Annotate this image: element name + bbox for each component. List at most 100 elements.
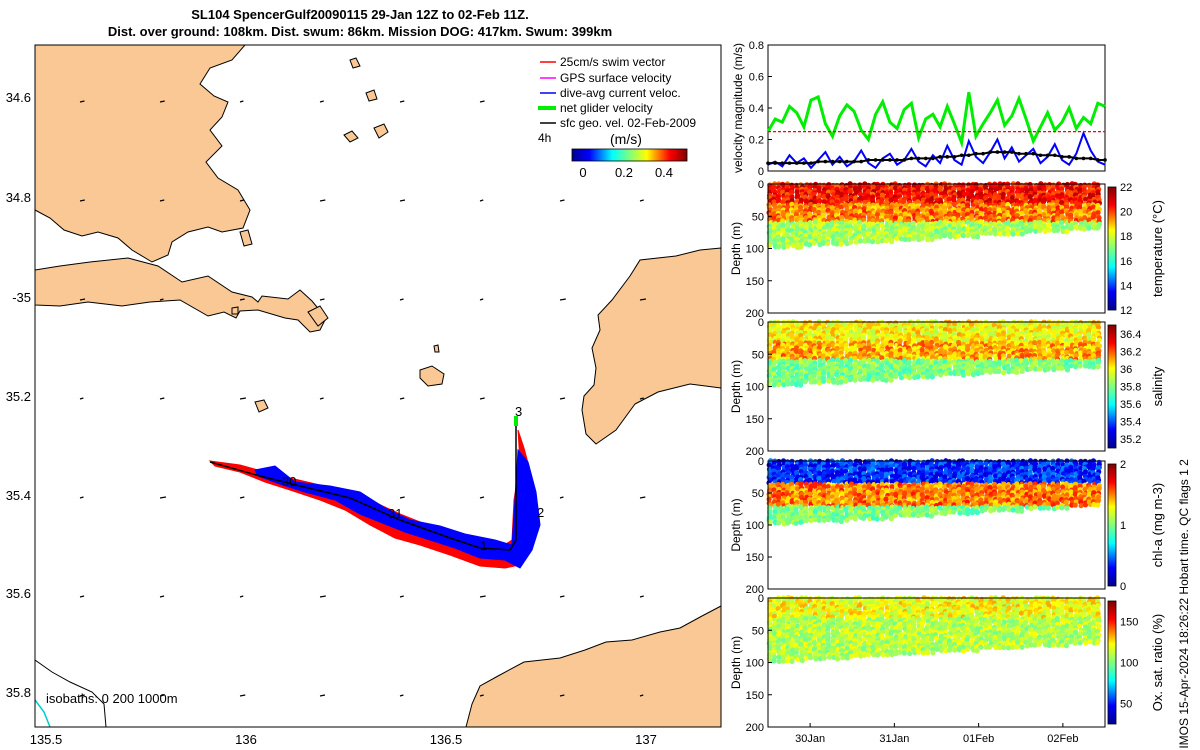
section-data-point bbox=[983, 230, 989, 236]
velocity-point bbox=[931, 156, 935, 161]
section-data-point bbox=[987, 207, 993, 213]
section-data-point bbox=[898, 236, 905, 242]
current-vector bbox=[79, 199, 85, 202]
velocity-point bbox=[945, 155, 950, 159]
section-data-point bbox=[857, 219, 863, 226]
kangaroo-island bbox=[581, 247, 721, 445]
current-vector bbox=[479, 100, 485, 103]
track-line bbox=[209, 420, 517, 551]
section-data-point bbox=[821, 199, 827, 205]
section-data-point bbox=[874, 516, 880, 522]
current-vector bbox=[399, 496, 405, 499]
section-data-point bbox=[1054, 227, 1061, 233]
legend-gps-label: GPS surface velocity bbox=[560, 71, 671, 85]
section-data-point bbox=[826, 378, 832, 384]
section-data-point bbox=[1072, 502, 1078, 508]
map-ytick-3: 35.2 bbox=[6, 389, 31, 404]
section-data-point bbox=[993, 186, 999, 192]
section-data-point bbox=[951, 509, 957, 515]
section-data-point bbox=[848, 239, 854, 245]
section-data-point bbox=[1077, 204, 1083, 211]
colorbar-tick-2: 0.4 bbox=[655, 165, 673, 180]
section-data-point bbox=[825, 334, 831, 340]
section-data-point bbox=[951, 186, 957, 192]
colorbar-tick-label: 36.2 bbox=[1120, 346, 1141, 358]
section-data-point bbox=[1032, 504, 1038, 510]
section-data-point bbox=[906, 183, 912, 189]
section-data-point bbox=[852, 377, 858, 383]
section-data-point bbox=[1019, 222, 1025, 228]
colorbar-tick-label: 18 bbox=[1120, 231, 1132, 243]
glider-track bbox=[208, 416, 541, 569]
section-data-point bbox=[803, 517, 809, 524]
yorke-peninsula bbox=[35, 45, 251, 263]
colorbar-tick-label: 35.8 bbox=[1120, 382, 1141, 394]
section-data-point bbox=[812, 488, 818, 495]
velocity-ytick-label: 0 bbox=[758, 166, 764, 178]
section-data-point bbox=[821, 378, 827, 384]
section-data-point bbox=[856, 202, 862, 208]
section-data-point bbox=[894, 207, 900, 213]
velocity-point bbox=[780, 161, 785, 165]
current-vector bbox=[239, 100, 244, 103]
section-data-point bbox=[780, 199, 786, 205]
section-data-point bbox=[834, 241, 840, 247]
section-data-point bbox=[982, 506, 988, 513]
section-data-point bbox=[1064, 505, 1070, 511]
section-data-point bbox=[816, 345, 822, 351]
section-data-point bbox=[1040, 199, 1047, 205]
section-data-point bbox=[933, 371, 939, 377]
legend-net-label: net glider velocity bbox=[560, 101, 653, 115]
section-data-point bbox=[1094, 225, 1101, 231]
velocity-point bbox=[981, 151, 985, 156]
section-data-point bbox=[807, 352, 813, 359]
section-data-point bbox=[925, 194, 931, 200]
section-data-point bbox=[811, 240, 817, 246]
section-data-point bbox=[1000, 217, 1006, 223]
section-data-point bbox=[802, 465, 808, 471]
velocity-point bbox=[974, 151, 978, 156]
section-data-point bbox=[825, 241, 831, 247]
velocity-point bbox=[1017, 151, 1021, 156]
velocity-point bbox=[988, 150, 993, 154]
current-vector bbox=[639, 199, 644, 202]
current-vector bbox=[79, 496, 84, 499]
current-vector bbox=[159, 298, 164, 301]
section-data-point bbox=[838, 204, 844, 210]
current-vector bbox=[239, 298, 245, 301]
section-data-point bbox=[1090, 364, 1097, 370]
section-data-point bbox=[789, 201, 795, 207]
colorbar-tick-0: 0 bbox=[579, 165, 586, 180]
current-vector bbox=[319, 397, 324, 400]
section-data-point bbox=[798, 244, 804, 250]
section-data-point bbox=[1019, 368, 1025, 374]
section-data-point bbox=[960, 233, 966, 239]
section-data-point bbox=[812, 483, 818, 489]
section-data-point bbox=[789, 194, 795, 200]
section-data-point bbox=[902, 512, 908, 518]
section-ytick-label: 200 bbox=[746, 308, 764, 320]
section-data-point bbox=[793, 520, 799, 526]
section-data-point bbox=[794, 227, 800, 233]
section-data-point bbox=[870, 217, 876, 223]
current-vector bbox=[559, 496, 564, 499]
section-data-point bbox=[790, 335, 796, 341]
section-data-point bbox=[776, 520, 782, 526]
velocity-point bbox=[830, 159, 835, 164]
section-data-point bbox=[847, 188, 853, 195]
velocity-point bbox=[773, 161, 777, 165]
section-data-point bbox=[802, 379, 808, 385]
section-data-point bbox=[1059, 505, 1065, 511]
section-colorbar bbox=[1107, 324, 1117, 449]
section-ytick-label: 150 bbox=[746, 414, 764, 426]
section-ytick-label: 100 bbox=[746, 244, 764, 256]
fleurieu-peninsula bbox=[465, 605, 721, 727]
current-vector bbox=[479, 397, 485, 400]
current-vector bbox=[79, 694, 85, 697]
current-vector bbox=[319, 694, 326, 697]
section-data-point bbox=[879, 197, 885, 203]
islet-7 bbox=[231, 306, 239, 315]
current-vector bbox=[559, 298, 566, 301]
islet-6 bbox=[307, 305, 329, 327]
current-vector bbox=[479, 595, 486, 598]
